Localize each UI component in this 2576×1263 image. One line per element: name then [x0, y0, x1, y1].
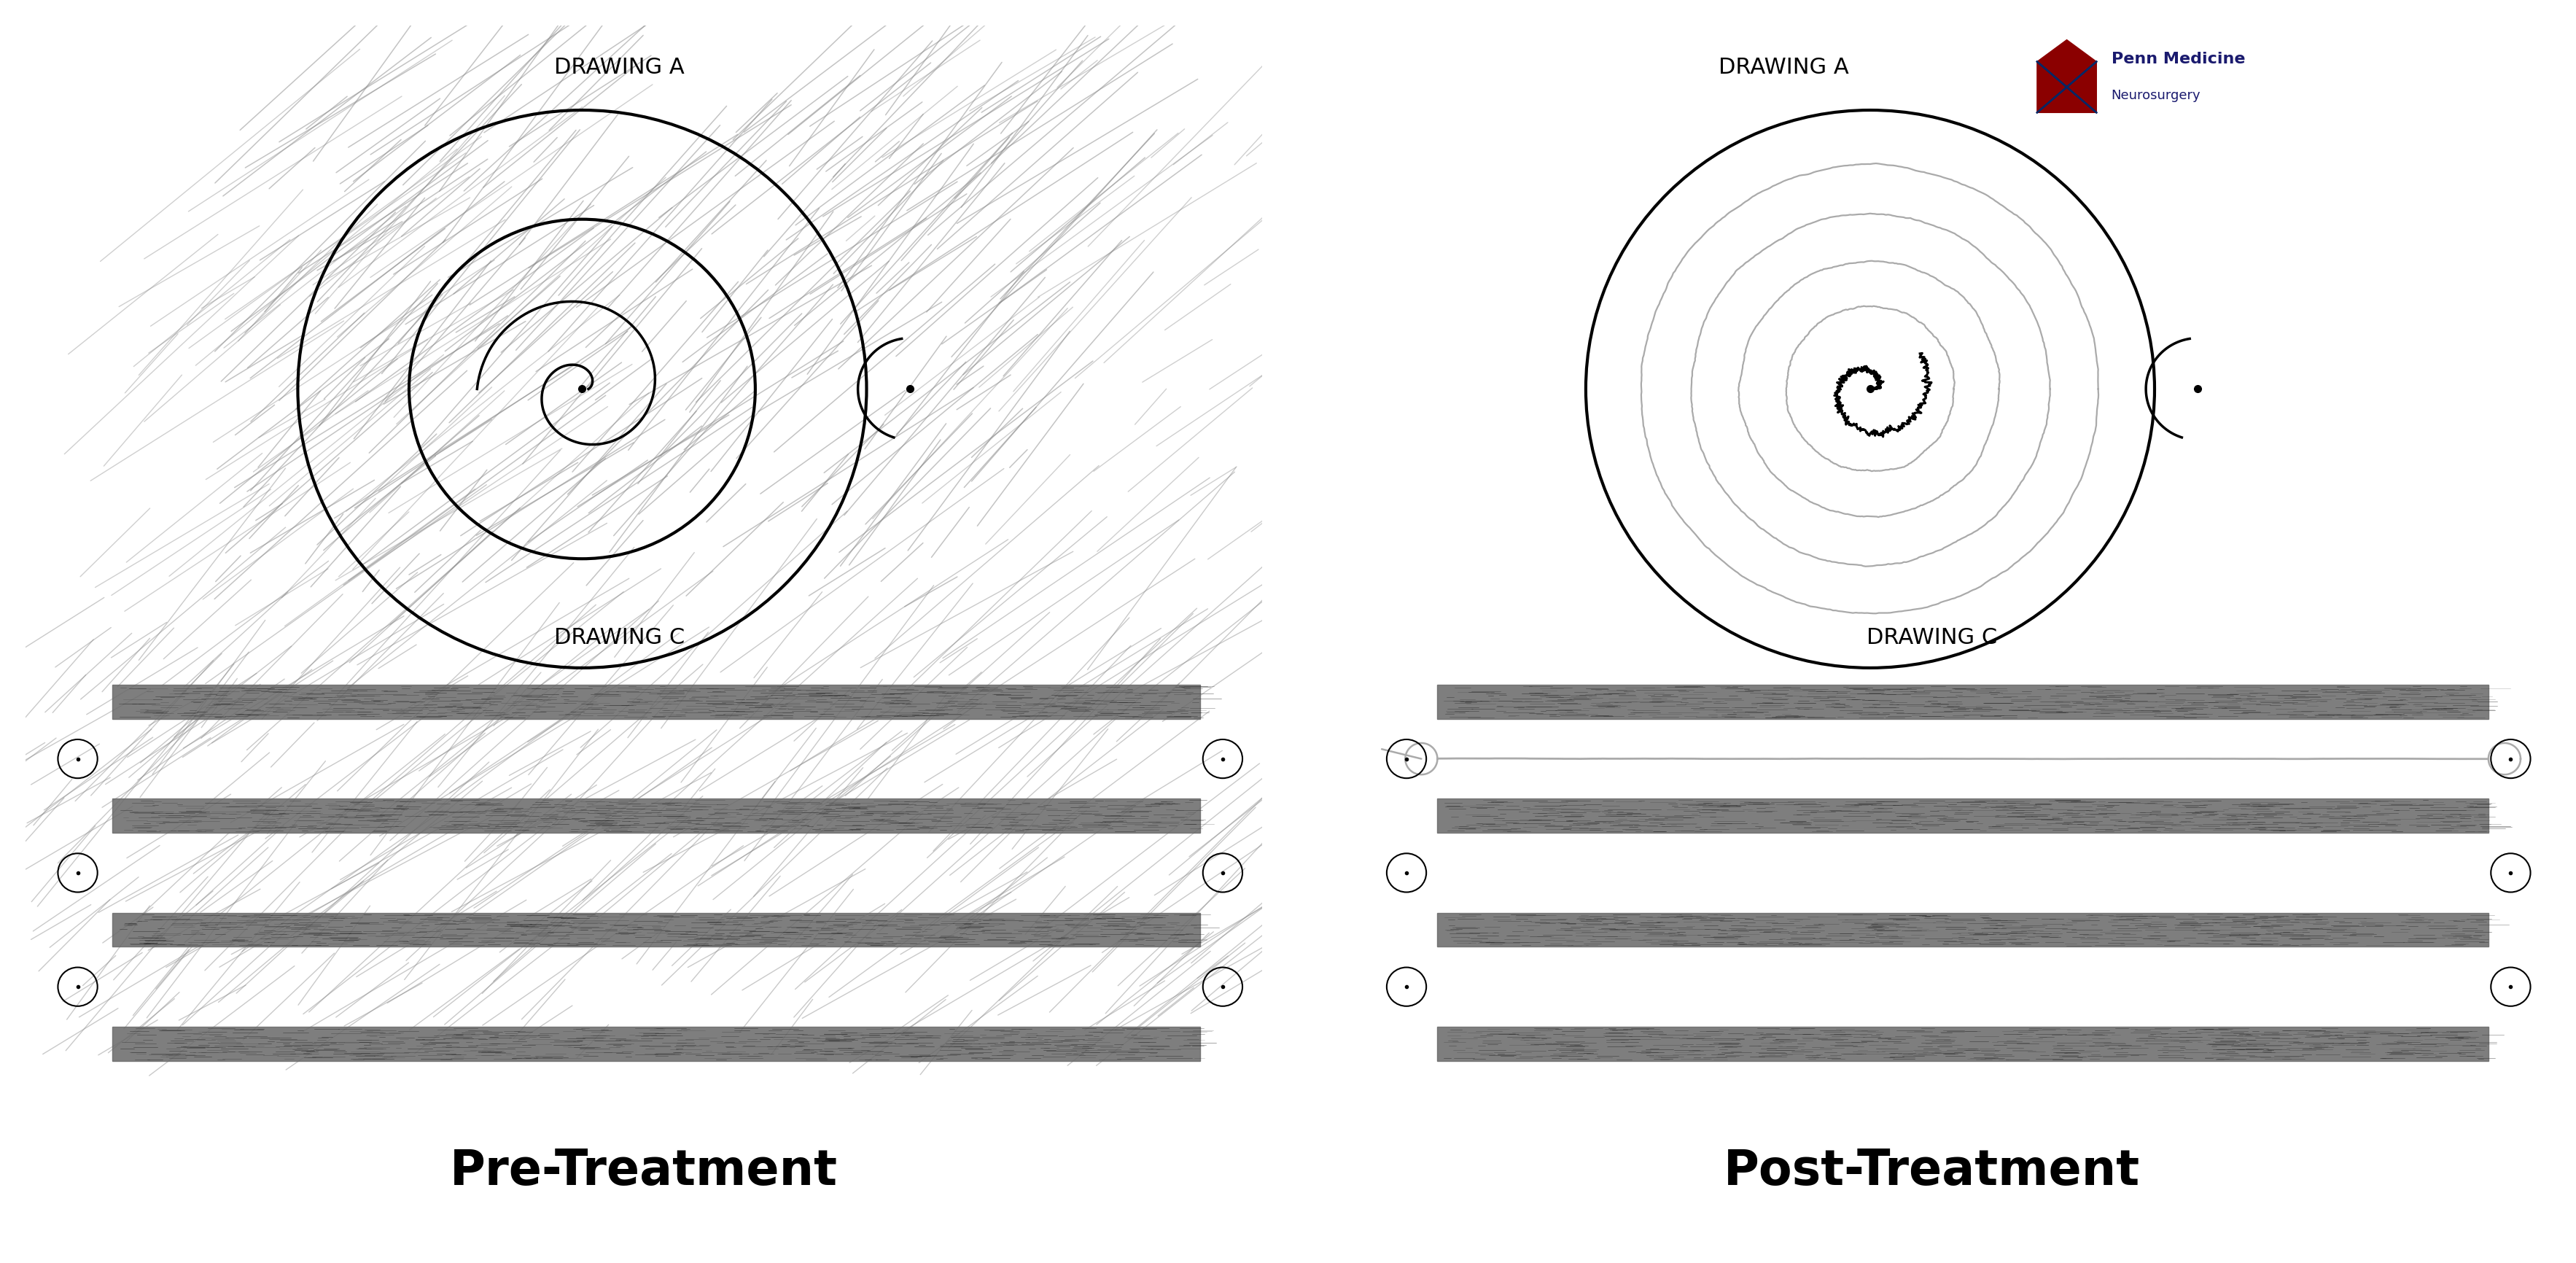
Bar — [113, 798, 1200, 832]
Text: Post-Treatment: Post-Treatment — [1723, 1147, 2141, 1195]
Bar — [1437, 798, 2488, 832]
Text: DRAWING C: DRAWING C — [1868, 626, 1996, 648]
Text: DRAWING C: DRAWING C — [554, 626, 685, 648]
Text: DRAWING A: DRAWING A — [554, 57, 685, 78]
Polygon shape — [2038, 40, 2097, 112]
Text: DRAWING A: DRAWING A — [1718, 57, 1850, 78]
Text: Pre-Treatment: Pre-Treatment — [451, 1147, 837, 1195]
Bar — [113, 685, 1200, 719]
Text: Penn Medicine: Penn Medicine — [2112, 52, 2246, 67]
Bar — [1437, 685, 2488, 719]
Bar — [1437, 1027, 2488, 1061]
Bar — [1437, 913, 2488, 947]
Bar — [113, 1027, 1200, 1061]
Text: Neurosurgery: Neurosurgery — [2112, 88, 2200, 102]
Bar — [113, 913, 1200, 947]
